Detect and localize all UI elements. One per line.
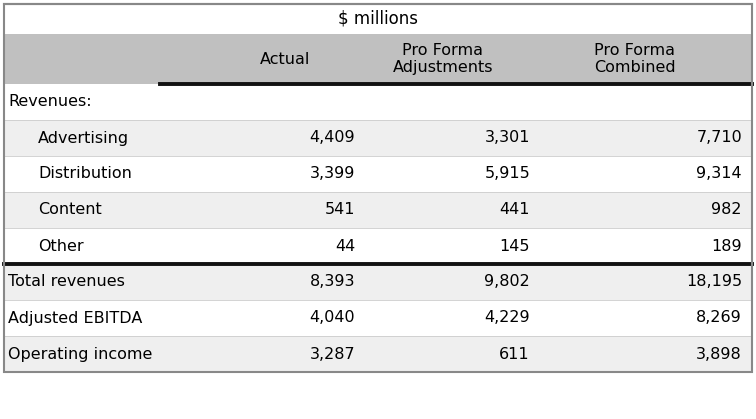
Bar [4, 156, 752, 192]
Text: 44: 44 [335, 238, 355, 253]
Bar [4, 228, 752, 264]
Text: Adjusted EBITDA: Adjusted EBITDA [8, 310, 142, 326]
Bar [4, 192, 752, 228]
Bar [4, 84, 752, 120]
Text: 541: 541 [324, 202, 355, 217]
Bar [4, 264, 752, 300]
Text: 3,287: 3,287 [309, 347, 355, 362]
Text: 18,195: 18,195 [686, 274, 742, 290]
Text: 4,409: 4,409 [309, 130, 355, 145]
Bar [4, 300, 752, 336]
Text: 982: 982 [711, 202, 742, 217]
Text: Other: Other [38, 238, 84, 253]
Text: 9,802: 9,802 [485, 274, 530, 290]
Bar [4, 4, 752, 34]
Text: 8,269: 8,269 [696, 310, 742, 326]
Text: Operating income: Operating income [8, 347, 153, 362]
Bar [4, 4, 752, 372]
Text: Actual: Actual [260, 52, 310, 67]
Bar [4, 120, 752, 156]
Text: 611: 611 [500, 347, 530, 362]
Text: $ millions: $ millions [338, 10, 418, 28]
Text: 3,399: 3,399 [310, 166, 355, 181]
Text: 7,710: 7,710 [696, 130, 742, 145]
Bar [4, 336, 752, 372]
Text: 4,040: 4,040 [309, 310, 355, 326]
Text: 4,229: 4,229 [485, 310, 530, 326]
Text: 3,301: 3,301 [485, 130, 530, 145]
Text: Total revenues: Total revenues [8, 274, 125, 290]
Text: Pro Forma
Combined: Pro Forma Combined [594, 43, 676, 75]
Text: 189: 189 [711, 238, 742, 253]
Text: Advertising: Advertising [38, 130, 129, 145]
Text: 5,915: 5,915 [485, 166, 530, 181]
Text: Pro Forma
Adjustments: Pro Forma Adjustments [393, 43, 493, 75]
Text: 9,314: 9,314 [696, 166, 742, 181]
Text: 8,393: 8,393 [309, 274, 355, 290]
Text: Distribution: Distribution [38, 166, 132, 181]
Text: 441: 441 [500, 202, 530, 217]
Text: 145: 145 [500, 238, 530, 253]
Text: 3,898: 3,898 [696, 347, 742, 362]
Text: Content: Content [38, 202, 102, 217]
Bar [4, 34, 752, 84]
Text: Revenues:: Revenues: [8, 95, 91, 109]
